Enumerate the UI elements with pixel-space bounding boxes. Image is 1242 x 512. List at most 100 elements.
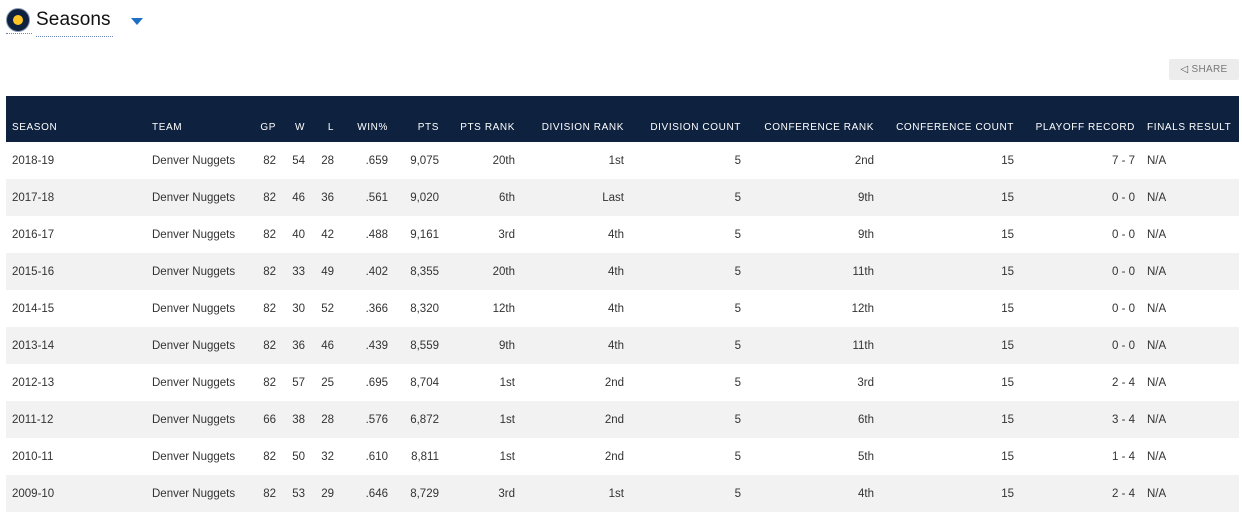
cell-conference-count: 15 bbox=[1001, 154, 1014, 167]
column-header-conference-count[interactable]: CONFERENCE COUNT bbox=[896, 122, 1014, 133]
cell-win-pct: .439 bbox=[365, 339, 388, 352]
cell-w: 46 bbox=[292, 191, 305, 204]
cell-division-count: 5 bbox=[734, 154, 741, 167]
cell-team: Denver Nuggets bbox=[152, 450, 236, 463]
cell-division-rank: 2nd bbox=[604, 413, 624, 426]
cell-l: 25 bbox=[321, 376, 334, 389]
column-header-finals-result[interactable]: FINALS RESULT bbox=[1147, 122, 1232, 133]
cell-l: 46 bbox=[321, 339, 334, 352]
title-underline bbox=[36, 36, 113, 37]
cell-pts-rank: 3rd bbox=[498, 487, 515, 500]
seasons-table: SEASON TEAM GP W L WIN% PTS PTS RANK DIV… bbox=[6, 96, 1239, 512]
share-label: SHARE bbox=[1191, 64, 1228, 75]
column-header-pts[interactable]: PTS bbox=[417, 122, 439, 133]
cell-pts-rank: 12th bbox=[492, 302, 515, 315]
cell-pts: 8,355 bbox=[410, 265, 439, 278]
cell-playoff-record: 0 - 0 bbox=[1111, 265, 1135, 278]
column-header-l[interactable]: L bbox=[327, 122, 334, 133]
cell-conference-count: 15 bbox=[1001, 450, 1014, 463]
logo-underline bbox=[6, 33, 32, 34]
column-header-gp[interactable]: GP bbox=[260, 122, 276, 133]
cell-season: 2014-15 bbox=[12, 302, 55, 315]
cell-conference-count: 15 bbox=[1001, 413, 1014, 426]
cell-playoff-record: 2 - 4 bbox=[1111, 487, 1135, 500]
cell-l: 29 bbox=[321, 487, 334, 500]
cell-division-rank: 4th bbox=[608, 302, 624, 315]
cell-pts-rank: 1st bbox=[499, 413, 515, 426]
cell-win-pct: .366 bbox=[365, 302, 388, 315]
cell-season: 2017-18 bbox=[12, 191, 55, 204]
column-header-w[interactable]: W bbox=[294, 122, 305, 133]
cell-season: 2012-13 bbox=[12, 376, 55, 389]
cell-division-rank: 4th bbox=[608, 228, 624, 241]
cell-conference-rank: 2nd bbox=[854, 154, 874, 167]
cell-playoff-record: 0 - 0 bbox=[1111, 228, 1135, 241]
cell-pts: 9,075 bbox=[410, 154, 439, 167]
column-header-win-pct[interactable]: WIN% bbox=[357, 122, 388, 133]
cell-division-rank: 2nd bbox=[604, 376, 624, 389]
column-header-division-count[interactable]: DIVISION COUNT bbox=[650, 122, 741, 133]
table-row: 2017-18 Denver Nuggets 82 46 36 .561 9,020 6th L… bbox=[6, 179, 1239, 216]
cell-season: 2016-17 bbox=[12, 228, 55, 241]
table-row: 2013-14 Denver Nuggets 82 36 46 .439 8,559 9th 4… bbox=[6, 327, 1239, 364]
table-row: 2009-10 Denver Nuggets 82 53 29 .646 8,729 3rd 1… bbox=[6, 475, 1239, 512]
cell-pts: 8,320 bbox=[410, 302, 439, 315]
cell-pts: 8,559 bbox=[410, 339, 439, 352]
cell-win-pct: .659 bbox=[365, 154, 388, 167]
cell-win-pct: .695 bbox=[365, 376, 388, 389]
cell-playoff-record: 0 - 0 bbox=[1111, 339, 1135, 352]
share-button[interactable]: ◁ SHARE bbox=[1169, 59, 1239, 80]
cell-gp: 82 bbox=[263, 191, 276, 204]
cell-w: 53 bbox=[292, 487, 305, 500]
cell-team: Denver Nuggets bbox=[152, 154, 236, 167]
cell-team: Denver Nuggets bbox=[152, 413, 236, 426]
team-logo-icon[interactable] bbox=[6, 8, 30, 32]
cell-gp: 82 bbox=[263, 450, 276, 463]
cell-conference-rank: 9th bbox=[858, 228, 874, 241]
cell-gp: 82 bbox=[263, 339, 276, 352]
table-row: 2016-17 Denver Nuggets 82 40 42 .488 9,161 3rd 4… bbox=[6, 216, 1239, 253]
cell-finals-result: N/A bbox=[1147, 191, 1167, 204]
cell-conference-rank: 9th bbox=[858, 191, 874, 204]
cell-finals-result: N/A bbox=[1147, 302, 1167, 315]
cell-division-rank: Last bbox=[602, 191, 624, 204]
table-row: 2012-13 Denver Nuggets 82 57 25 .695 8,704 1st 2… bbox=[6, 364, 1239, 401]
cell-finals-result: N/A bbox=[1147, 376, 1167, 389]
seasons-dropdown-label[interactable]: Seasons bbox=[36, 9, 113, 37]
cell-division-count: 5 bbox=[734, 265, 741, 278]
cell-conference-rank: 6th bbox=[858, 413, 874, 426]
cell-conference-count: 15 bbox=[1001, 191, 1014, 204]
page-title[interactable]: Seasons bbox=[36, 9, 111, 30]
cell-conference-rank: 5th bbox=[858, 450, 874, 463]
cell-playoff-record: 3 - 4 bbox=[1111, 413, 1135, 426]
column-header-season[interactable]: SEASON bbox=[12, 122, 58, 133]
column-header-team[interactable]: TEAM bbox=[152, 122, 183, 133]
cell-team: Denver Nuggets bbox=[152, 191, 236, 204]
cell-pts: 8,811 bbox=[411, 450, 439, 463]
cell-division-rank: 1st bbox=[608, 487, 624, 500]
cell-season: 2018-19 bbox=[12, 154, 55, 167]
table-row: 2011-12 Denver Nuggets 66 38 28 .576 6,872 1st 2… bbox=[6, 401, 1239, 438]
cell-gp: 82 bbox=[263, 487, 276, 500]
cell-team: Denver Nuggets bbox=[152, 487, 236, 500]
column-header-playoff-record[interactable]: PLAYOFF RECORD bbox=[1035, 122, 1135, 133]
cell-gp: 82 bbox=[263, 376, 276, 389]
cell-season: 2009-10 bbox=[12, 487, 55, 500]
cell-finals-result: N/A bbox=[1147, 450, 1167, 463]
column-header-pts-rank[interactable]: PTS RANK bbox=[460, 122, 515, 133]
cell-pts-rank: 20th bbox=[492, 265, 515, 278]
cell-win-pct: .576 bbox=[365, 413, 388, 426]
page-header: Seasons bbox=[6, 6, 143, 37]
column-header-division-rank[interactable]: DIVISION RANK bbox=[541, 122, 624, 133]
cell-season: 2013-14 bbox=[12, 339, 55, 352]
cell-division-rank: 1st bbox=[608, 154, 624, 167]
cell-pts-rank: 6th bbox=[499, 191, 515, 204]
cell-pts-rank: 1st bbox=[499, 376, 515, 389]
cell-gp: 66 bbox=[263, 413, 276, 426]
cell-conference-count: 15 bbox=[1001, 265, 1014, 278]
cell-win-pct: .488 bbox=[365, 228, 388, 241]
chevron-down-icon[interactable] bbox=[130, 17, 143, 25]
cell-season: 2011-12 bbox=[12, 413, 54, 426]
cell-finals-result: N/A bbox=[1147, 413, 1167, 426]
column-header-conference-rank[interactable]: CONFERENCE RANK bbox=[764, 122, 874, 133]
